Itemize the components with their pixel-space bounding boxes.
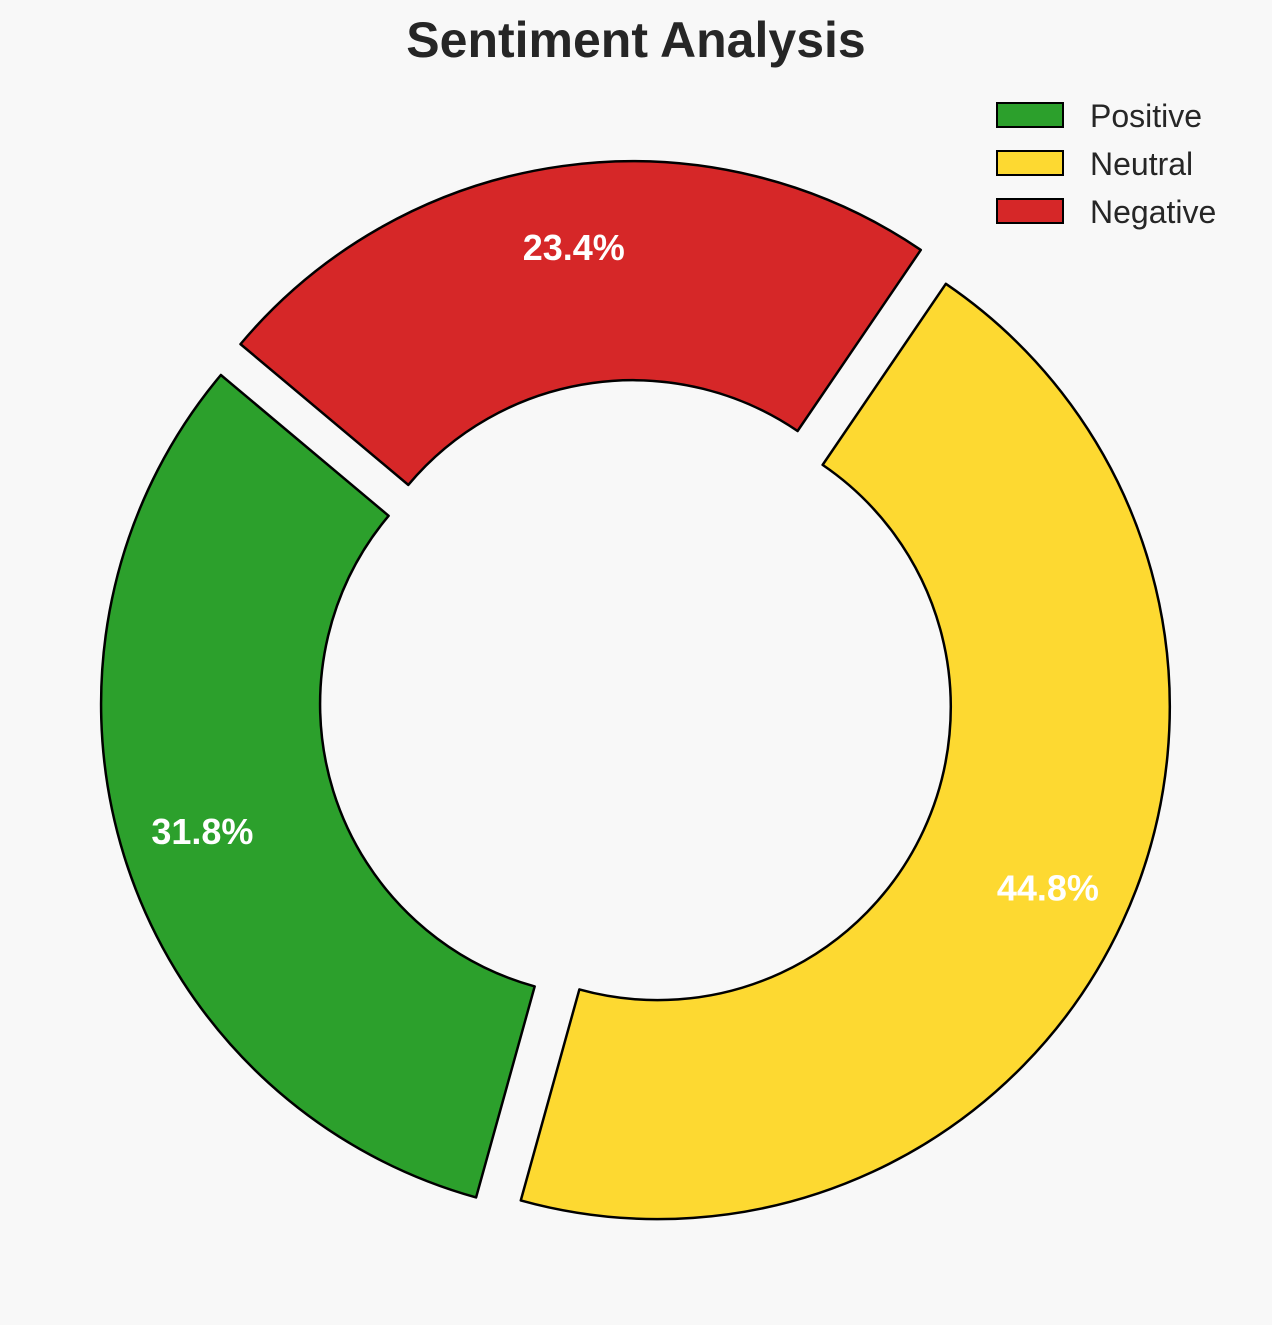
slice-labels: 31.8% 44.8% 23.4%	[151, 227, 1099, 909]
slice-neutral	[519, 282, 1171, 1221]
slice-label-positive: 31.8%	[151, 811, 253, 852]
slice-negative	[239, 159, 923, 487]
legend-label-positive: Positive	[1090, 98, 1202, 134]
legend-swatch-negative	[996, 198, 1064, 224]
legend-label-negative: Negative	[1090, 194, 1216, 230]
slice-positive	[99, 373, 536, 1199]
legend-swatch-positive	[996, 102, 1064, 128]
legend-label-neutral: Neutral	[1090, 146, 1193, 182]
legend: Positive Neutral Negative	[996, 98, 1216, 230]
donut-slices	[99, 159, 1171, 1221]
chart-title: Sentiment Analysis	[406, 12, 865, 68]
slice-label-negative: 23.4%	[523, 227, 625, 268]
slice-label-neutral: 44.8%	[997, 868, 1099, 909]
legend-swatch-neutral	[996, 150, 1064, 176]
